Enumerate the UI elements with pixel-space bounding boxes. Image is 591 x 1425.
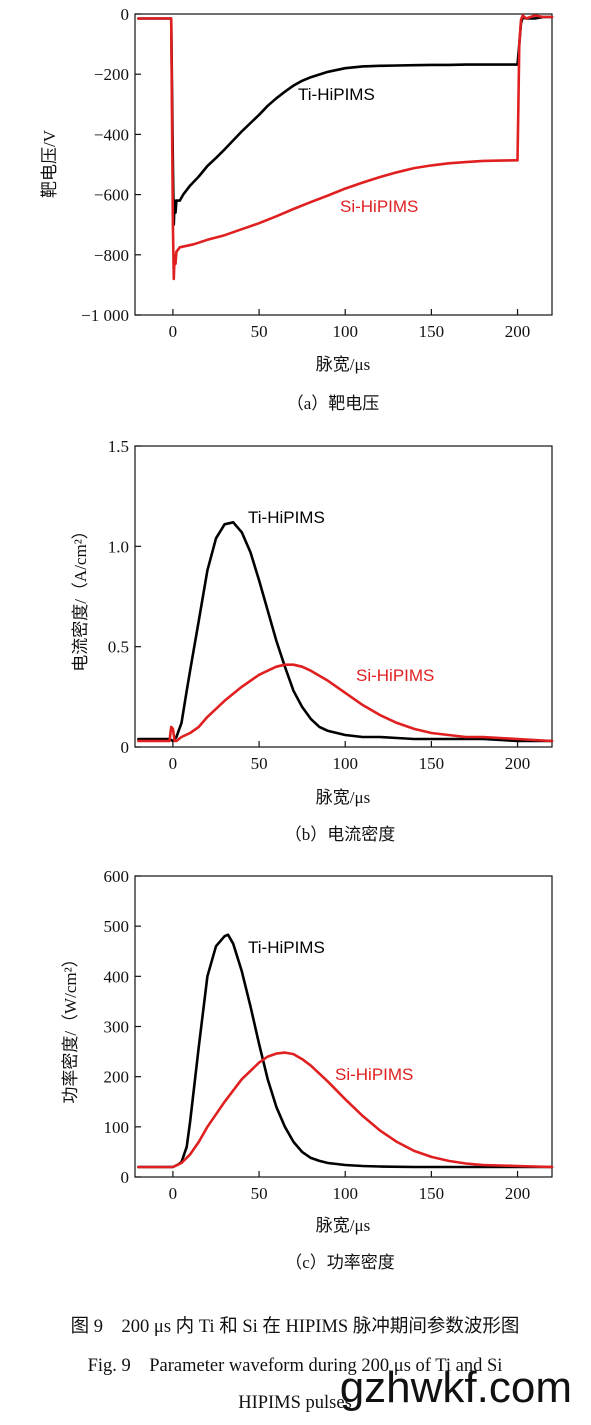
y-tick-label: −800 (94, 246, 129, 265)
x-tick-label: 200 (505, 1184, 531, 1203)
x-axis-label: 脉宽/μs (316, 355, 370, 374)
y-tick-label: 100 (104, 1118, 130, 1137)
ti-series-label: Ti-HiPIMS (298, 85, 375, 104)
y-tick-label: 0.5 (108, 638, 129, 657)
x-axis-label: 脉宽/μs (316, 788, 370, 807)
panel-a-voltage-chart: 0 −200 −400 −600 −800 −1 000 0 50 100 150 200 Ti-… (40, 5, 554, 413)
x-axis: 0 50 100 150 200 (169, 1171, 531, 1203)
subcaption: （c）功率密度 (285, 1253, 395, 1272)
x-tick-label: 150 (419, 754, 445, 773)
subcaption: （b）电流密度 (285, 825, 396, 844)
ti-series-label: Ti-HiPIMS (248, 938, 325, 957)
plot-frame (134, 13, 553, 316)
y-axis-label: 功率密度/（W/cm²） (61, 950, 80, 1103)
ti-hipimsline (137, 521, 554, 743)
y-tick-label: 600 (104, 867, 130, 886)
y-axis: 0 100 200 300 400 500 600 (104, 867, 141, 1187)
y-tick-label: 1.5 (108, 437, 129, 456)
y-tick-label: 0 (121, 738, 130, 757)
x-tick-label: 50 (251, 1184, 268, 1203)
series-lines (137, 521, 554, 743)
series-lines (137, 933, 554, 1169)
x-axis: 0 50 100 150 200 (169, 309, 531, 341)
y-axis: 0 −200 −400 −600 −800 −1 000 (81, 5, 141, 325)
x-tick-label: 50 (251, 754, 268, 773)
y-tick-label: 200 (104, 1068, 130, 1087)
x-tick-label: 0 (169, 1184, 178, 1203)
y-axis-label: 电流密度/（A/cm²） (71, 522, 90, 672)
x-tick-label: 100 (332, 754, 358, 773)
y-tick-label: 0 (121, 5, 130, 24)
plot-frame (134, 445, 553, 748)
figure-caption-en-line1: Fig. 9 Parameter waveform during 200 μs … (88, 1356, 503, 1376)
y-tick-label: −400 (94, 125, 129, 144)
subcaption: （a）靶电压 (287, 394, 380, 413)
si-hipimsline (137, 14, 554, 281)
y-tick-label: 500 (104, 917, 130, 936)
si-hipimsline (137, 1051, 554, 1169)
panel-c-power-density-chart: 0 100 200 300 400 500 600 0 50 100 150 200 Ti-HiPI… (61, 867, 554, 1272)
panel-b-current-density-chart: 0 0.5 1.0 1.5 0 50 100 150 200 Ti-HiPIMS Si-HiP… (71, 437, 554, 844)
series-lines (137, 14, 554, 281)
x-tick-label: 200 (505, 322, 531, 341)
x-tick-label: 100 (332, 1184, 358, 1203)
y-tick-label: 0 (121, 1168, 130, 1187)
figure-caption-en-line2: HIPIMS pulses (238, 1393, 352, 1413)
y-tick-label: −200 (94, 65, 129, 84)
y-tick-label: 400 (104, 967, 130, 986)
x-tick-label: 50 (251, 322, 268, 341)
si-series-label: Si-HiPIMS (335, 1065, 413, 1084)
si-series-label: Si-HiPIMS (356, 666, 434, 685)
si-series-label: Si-HiPIMS (340, 197, 418, 216)
ti-series-label: Ti-HiPIMS (248, 508, 325, 527)
x-tick-label: 150 (419, 322, 445, 341)
y-axis: 0 0.5 1.0 1.5 (108, 437, 141, 757)
y-tick-label: 300 (104, 1018, 130, 1037)
figure-caption-zh: 图 9 200 μs 内 Ti 和 Si 在 HIPIMS 脉冲期间参数波形图 (71, 1316, 520, 1337)
x-axis: 0 50 100 150 200 (169, 741, 531, 773)
ti-hipimsline (137, 933, 554, 1169)
x-tick-label: 100 (332, 322, 358, 341)
si-hipimsline (137, 663, 554, 743)
y-tick-label: −1 000 (81, 306, 129, 325)
y-axis-label: 靶电压/V (40, 129, 59, 198)
x-tick-label: 200 (505, 754, 531, 773)
y-tick-label: 1.0 (108, 537, 129, 556)
plot-frame (134, 875, 553, 1178)
y-tick-label: −600 (94, 186, 129, 205)
x-axis-label: 脉宽/μs (316, 1216, 370, 1235)
watermark-text: gzhwkf.com (340, 1363, 572, 1412)
x-tick-label: 0 (169, 754, 178, 773)
x-tick-label: 150 (419, 1184, 445, 1203)
x-tick-label: 0 (169, 322, 178, 341)
ti-hipimsline (137, 15, 554, 226)
